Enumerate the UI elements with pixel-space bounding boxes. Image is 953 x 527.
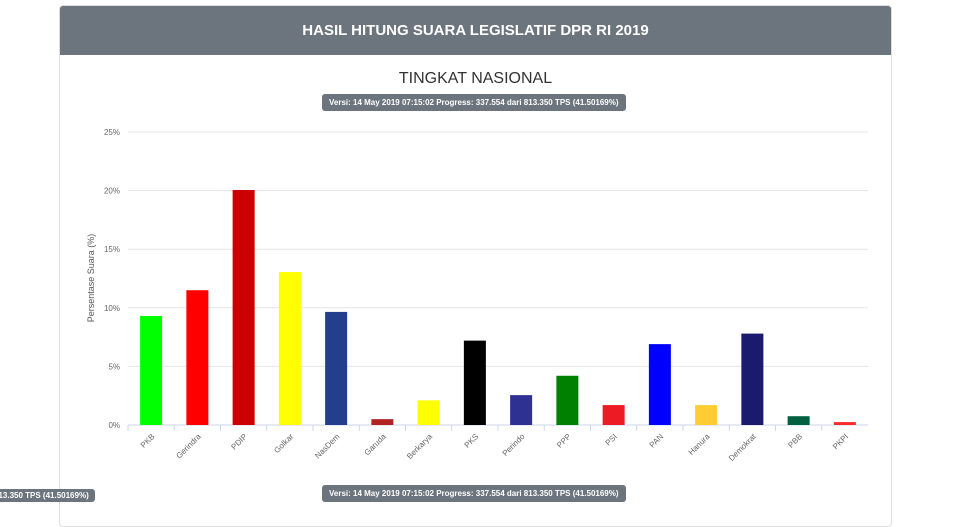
x-tick-label: PBB — [786, 432, 804, 450]
x-tick-label: PAN — [648, 432, 666, 450]
bar-hanura[interactable] — [695, 405, 718, 425]
bar-pks[interactable] — [463, 340, 486, 425]
card-header: HASIL HITUNG SUARA LEGISLATIF DPR RI 201… — [60, 6, 891, 55]
bar-pan[interactable] — [648, 344, 671, 425]
x-tick-label: PKPI — [831, 432, 850, 451]
y-tick-label: 10% — [104, 304, 120, 313]
y-tick-label: 20% — [104, 187, 120, 196]
left-tooltip-partial: 813.350 TPS (41.50169%) — [0, 489, 95, 502]
x-tick-label: Hanura — [687, 432, 712, 457]
x-tick-label: Berkarya — [405, 432, 434, 461]
bottom-version-tooltip: Versi: 14 May 2019 07:15:02 Progress: 33… — [322, 485, 626, 502]
bar-garuda[interactable] — [371, 419, 394, 425]
bar-berkarya[interactable] — [417, 400, 440, 425]
bar-demokrat[interactable] — [741, 333, 764, 425]
bar-psi[interactable] — [602, 405, 625, 425]
x-tick-label: PSI — [604, 432, 619, 447]
bar-chart: 0% 5% 10% 15% 20% 25% PKB Gerindra PDIP Golkar Nas… — [86, 128, 868, 463]
version-tooltip: Versi: 14 May 2019 07:15:02 Progress: 33… — [322, 94, 626, 111]
bar-pkb[interactable] — [140, 316, 163, 425]
bar-pdip[interactable] — [232, 190, 255, 425]
bar-pbb[interactable] — [787, 416, 810, 425]
x-tick-label: PDIP — [229, 432, 249, 452]
chart-title: TINGKAT NASIONAL — [398, 70, 553, 87]
results-card: HASIL HITUNG SUARA LEGISLATIF DPR RI 201… — [59, 5, 892, 527]
bar-ppp[interactable] — [556, 375, 579, 425]
y-axis-label: Persentase Suara (%) — [86, 234, 96, 323]
x-tick-label: PKS — [463, 432, 481, 450]
bar-golkar[interactable] — [278, 272, 301, 425]
bar-gerindra[interactable] — [186, 290, 209, 425]
y-tick-label: 5% — [108, 362, 120, 371]
x-tick-label: Golkar — [272, 432, 295, 455]
bar-pkpi[interactable] — [833, 422, 856, 425]
x-tick-label: Garuda — [363, 432, 389, 458]
x-tick-label: Demokrat — [727, 432, 758, 463]
y-tick-label: 0% — [108, 421, 120, 430]
x-tick-label: Gerindra — [174, 432, 203, 461]
x-tick-label: PKB — [139, 432, 157, 450]
x-tick-label: PPP — [555, 432, 573, 450]
y-tick-label: 15% — [104, 245, 120, 254]
bar-nasdem[interactable] — [325, 311, 348, 425]
page-title: HASIL HITUNG SUARA LEGISLATIF DPR RI 201… — [302, 22, 649, 39]
bar-perindo[interactable] — [510, 395, 533, 425]
y-tick-label: 25% — [104, 128, 120, 137]
x-tick-label: Perindo — [501, 432, 527, 458]
x-tick-label: NasDem — [313, 432, 342, 461]
